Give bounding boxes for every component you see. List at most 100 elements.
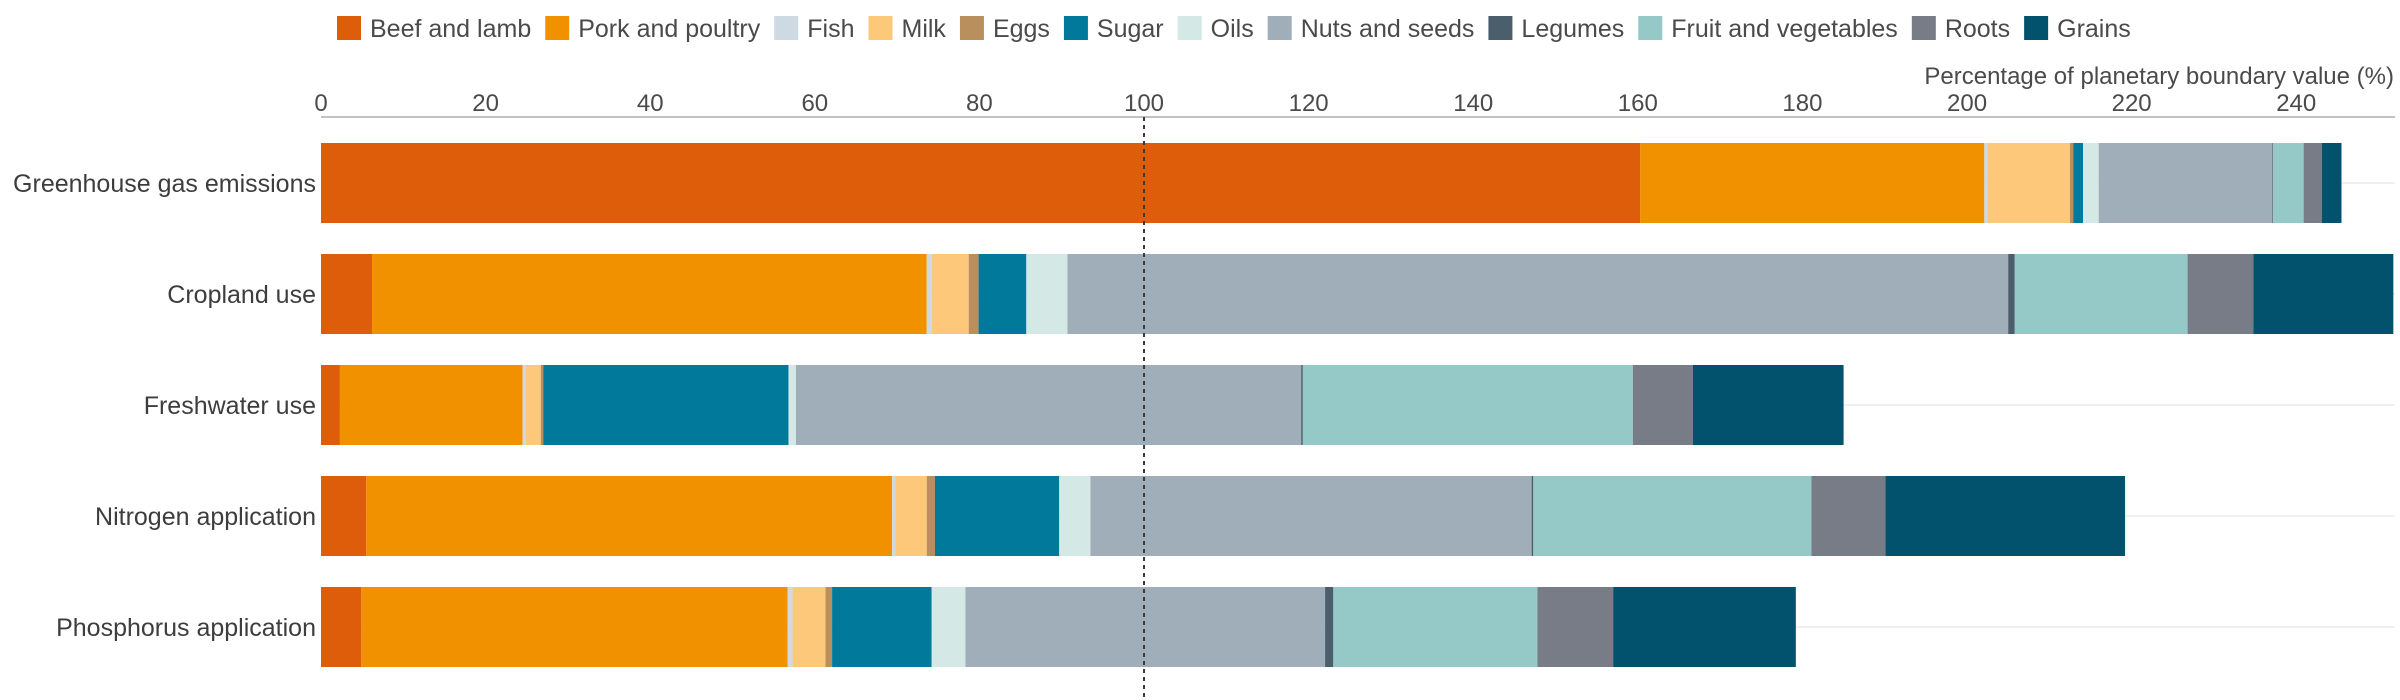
bar-segment-milk xyxy=(1987,143,2070,223)
legend-label: Fruit and vegetables xyxy=(1671,15,1898,43)
bar-segment-roots xyxy=(2303,143,2322,223)
bar-segment-fish xyxy=(926,254,932,334)
bar-segment-legumes xyxy=(2272,143,2274,223)
bar-segment-milk xyxy=(525,365,541,445)
x-tick-label: 160 xyxy=(1618,90,1658,117)
legend-item-roots[interactable]: Roots xyxy=(1911,15,2010,43)
bar-segment-grains xyxy=(2253,254,2394,334)
bar-segment-eggs xyxy=(926,476,935,556)
legend-item-pork-and-poultry[interactable]: Pork and poultry xyxy=(545,15,761,43)
bar-segment-fruit-and-vegetables xyxy=(2273,143,2304,223)
legend-swatch xyxy=(959,16,984,40)
category-label: Phosphorus application xyxy=(56,614,316,642)
legend-swatch xyxy=(1063,16,1088,40)
bar-segment-eggs xyxy=(540,365,544,445)
bar-segment-grains xyxy=(2321,143,2342,223)
bar-segment-oils xyxy=(1059,476,1091,556)
x-tick-label: 120 xyxy=(1289,90,1329,117)
bar-segment-legumes xyxy=(1325,587,1334,667)
legend-label: Pork and poultry xyxy=(578,15,761,43)
bar-segment-fruit-and-vegetables xyxy=(2014,254,2188,334)
bar-segment-legumes xyxy=(1301,365,1303,445)
legend-item-milk[interactable]: Milk xyxy=(868,15,947,43)
bar-segment-sugar xyxy=(543,365,789,445)
bar-row-greenhouse-gas-emissions xyxy=(321,143,2342,223)
legend-label: Nuts and seeds xyxy=(1301,15,1475,43)
x-tick-label: 60 xyxy=(801,90,828,117)
category-label: Freshwater use xyxy=(144,392,316,420)
category-label: Greenhouse gas emissions xyxy=(13,170,316,198)
legend-item-nuts-and-seeds[interactable]: Nuts and seeds xyxy=(1267,15,1475,43)
bar-segment-pork-and-poultry xyxy=(372,254,927,334)
bar-segment-eggs xyxy=(968,254,979,334)
x-axis-title: Percentage of planetary boundary value (… xyxy=(1924,63,2394,90)
bar-segment-fruit-and-vegetables xyxy=(1302,365,1633,445)
x-tick-label: 80 xyxy=(966,90,993,117)
x-tick-label: 220 xyxy=(2112,90,2152,117)
legend-swatch xyxy=(1911,16,1936,40)
legend-swatch xyxy=(337,16,361,40)
bar-segment-nuts-and-seeds xyxy=(795,365,1302,445)
legend-swatch xyxy=(545,16,570,40)
bar-segment-eggs xyxy=(2069,143,2074,223)
bar-segment-beef-and-lamb xyxy=(321,143,1641,223)
bar-segment-legumes xyxy=(2008,254,2015,334)
x-tick-label: 20 xyxy=(472,90,499,117)
category-label: Cropland use xyxy=(167,281,316,309)
bar-segment-milk xyxy=(931,254,969,334)
bar-segment-grains xyxy=(1613,587,1796,667)
bar-segment-roots xyxy=(1811,476,1886,556)
category-labels: Greenhouse gas emissions Cropland use Fres… xyxy=(13,170,316,642)
bar-row-nitrogen-application xyxy=(321,476,2126,556)
x-tick-label: 200 xyxy=(1947,90,1987,117)
bar-segment-sugar xyxy=(832,587,932,667)
bar-segment-oils xyxy=(2083,143,2099,223)
bar-row-cropland-use xyxy=(321,254,2394,334)
bar-segment-fruit-and-vegetables xyxy=(1333,587,1538,667)
legend-swatch xyxy=(774,16,799,40)
bar-row-freshwater-use xyxy=(321,365,1844,445)
legend-item-grains[interactable]: Grains xyxy=(2024,15,2131,43)
legend-item-beef-and-lamb[interactable]: Beef and lamb xyxy=(337,15,531,43)
bar-segment-roots xyxy=(1537,587,1614,667)
legend-swatch xyxy=(2024,16,2049,40)
legend-swatch xyxy=(1267,16,1292,40)
bar-segment-legumes xyxy=(1531,476,1534,556)
legend-swatch xyxy=(868,16,893,40)
bar-segment-nuts-and-seeds xyxy=(1067,254,2009,334)
legend: Beef and lamb Pork and poultry Fish Milk Egg… xyxy=(337,15,2131,43)
bar-segment-fish xyxy=(892,476,896,556)
legend-swatch xyxy=(1488,16,1513,40)
bar-segment-eggs xyxy=(825,587,833,667)
legend-label: Beef and lamb xyxy=(370,15,531,43)
bars xyxy=(321,143,2394,667)
bar-segment-milk xyxy=(895,476,927,556)
bar-segment-sugar xyxy=(934,476,1060,556)
bar-segment-oils xyxy=(931,587,966,667)
legend-label: Sugar xyxy=(1097,15,1164,43)
bar-segment-beef-and-lamb xyxy=(321,365,340,445)
legend-label: Fish xyxy=(807,15,854,43)
legend-label: Oils xyxy=(1211,15,1254,43)
bar-segment-oils xyxy=(1026,254,1068,334)
legend-item-fruit-and-vegetables[interactable]: Fruit and vegetables xyxy=(1638,15,1898,43)
category-label: Nitrogen application xyxy=(95,503,316,531)
bar-segment-sugar xyxy=(978,254,1027,334)
bar-segment-pork-and-poultry xyxy=(1640,143,1985,223)
legend-item-fish[interactable]: Fish xyxy=(774,15,855,43)
x-tick-label: 140 xyxy=(1453,90,1493,117)
legend-item-oils[interactable]: Oils xyxy=(1177,15,1254,43)
legend-item-legumes[interactable]: Legumes xyxy=(1488,15,1624,43)
legend-item-eggs[interactable]: Eggs xyxy=(959,15,1050,43)
bar-segment-fruit-and-vegetables xyxy=(1533,476,1812,556)
bar-segment-pork-and-poultry xyxy=(339,365,523,445)
x-tick-label: 240 xyxy=(2276,90,2316,117)
x-tick-label: 0 xyxy=(314,90,327,117)
bar-segment-sugar xyxy=(2073,143,2084,223)
bar-segment-nuts-and-seeds xyxy=(1090,476,1532,556)
legend-item-sugar[interactable]: Sugar xyxy=(1063,15,1164,43)
legend-label: Legumes xyxy=(1521,15,1624,43)
bar-segment-beef-and-lamb xyxy=(321,476,367,556)
